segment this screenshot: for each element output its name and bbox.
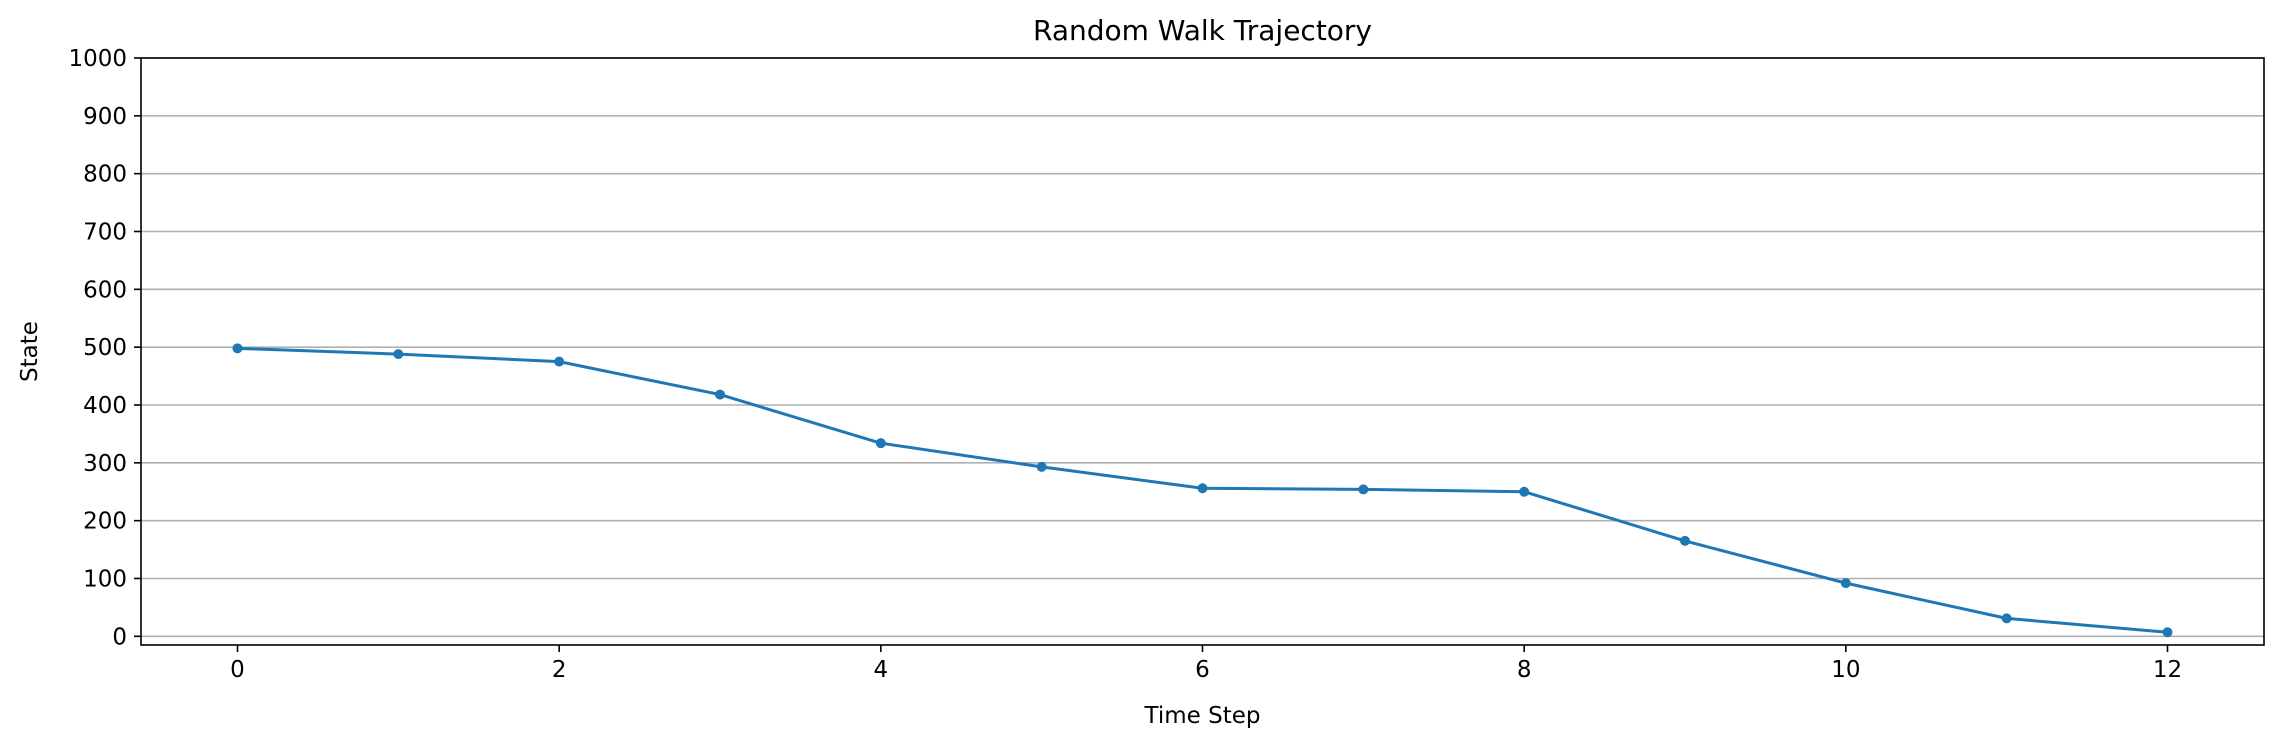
y-tick-label: 300 [83,451,127,477]
y-tick-label: 600 [83,277,127,303]
x-tick-label: 0 [230,657,245,683]
x-axis-title: Time Step [1144,703,1261,729]
y-axis-title: State [17,321,43,382]
data-point [1358,484,1369,495]
series-layer [232,343,2173,638]
y-tick-label: 1000 [68,46,127,72]
x-tick-label: 6 [1195,657,1210,683]
x-tick-label: 10 [1831,657,1860,683]
data-point [2162,627,2173,638]
data-point [393,349,404,360]
data-point [1036,461,1047,472]
y-tick-label: 700 [83,219,127,245]
axis-ticks: 0 100 200 300 400 500 600 700 800 900 1000 0 2 4 6 8 10 1… [68,46,2182,683]
y-tick-label: 0 [112,624,127,650]
data-point [715,389,725,400]
y-tick-label: 500 [83,335,127,361]
x-tick-label: 8 [1517,657,1532,683]
data-point [554,356,565,367]
x-tick-label: 4 [874,657,889,683]
chart-title: Random Walk Trajectory [1033,14,1372,47]
y-tick-label: 400 [83,393,127,419]
data-point [1197,483,1208,494]
data-point [1680,535,1690,546]
y-tick-label: 100 [83,566,127,592]
data-point [2001,613,2012,624]
x-tick-label: 2 [552,657,567,683]
data-point [875,438,886,449]
data-point [1519,486,1530,497]
data-point [1840,578,1851,589]
x-tick-label: 12 [2153,657,2182,683]
y-tick-label: 200 [83,509,127,535]
y-tick-label: 800 [83,162,127,188]
y-tick-label: 900 [83,104,127,130]
data-point [232,343,243,354]
